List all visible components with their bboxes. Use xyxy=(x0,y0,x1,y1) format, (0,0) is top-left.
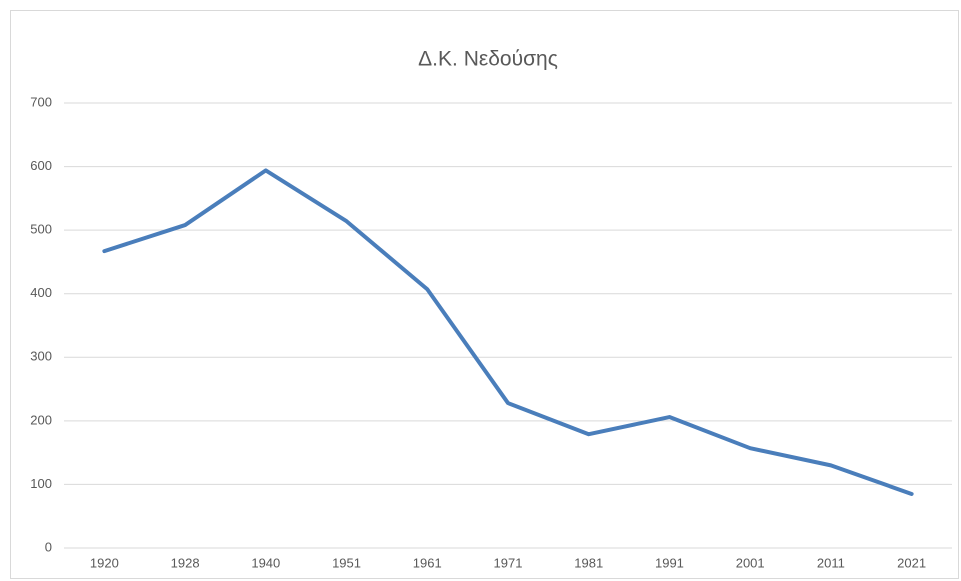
x-tick-label: 1991 xyxy=(655,555,684,570)
chart-title: Δ.Κ. Νεδούσης xyxy=(418,48,558,71)
x-tick-label: 2021 xyxy=(897,555,926,570)
x-tick-label: 1920 xyxy=(90,555,119,570)
x-tick-label: 1951 xyxy=(332,555,361,570)
y-tick-label: 100 xyxy=(30,476,52,491)
chart-border xyxy=(10,10,959,579)
y-tick-label: 0 xyxy=(45,539,52,554)
x-tick-label: 2011 xyxy=(817,555,845,570)
x-tick-label: 1940 xyxy=(251,555,280,570)
y-tick-label: 600 xyxy=(30,158,52,173)
x-tick-label: 1981 xyxy=(574,555,603,570)
y-tick-label: 700 xyxy=(30,94,52,109)
y-tick-label: 300 xyxy=(30,349,52,364)
y-tick-label: 400 xyxy=(30,285,52,300)
x-tick-label: 1928 xyxy=(171,555,200,570)
data-line xyxy=(102,168,914,496)
y-tick-label: 500 xyxy=(30,222,52,237)
x-tick-label: 1961 xyxy=(413,555,442,570)
y-tick-label: 200 xyxy=(30,412,52,427)
x-tick-label: 1971 xyxy=(494,555,523,570)
x-tick-label: 2001 xyxy=(736,555,765,570)
